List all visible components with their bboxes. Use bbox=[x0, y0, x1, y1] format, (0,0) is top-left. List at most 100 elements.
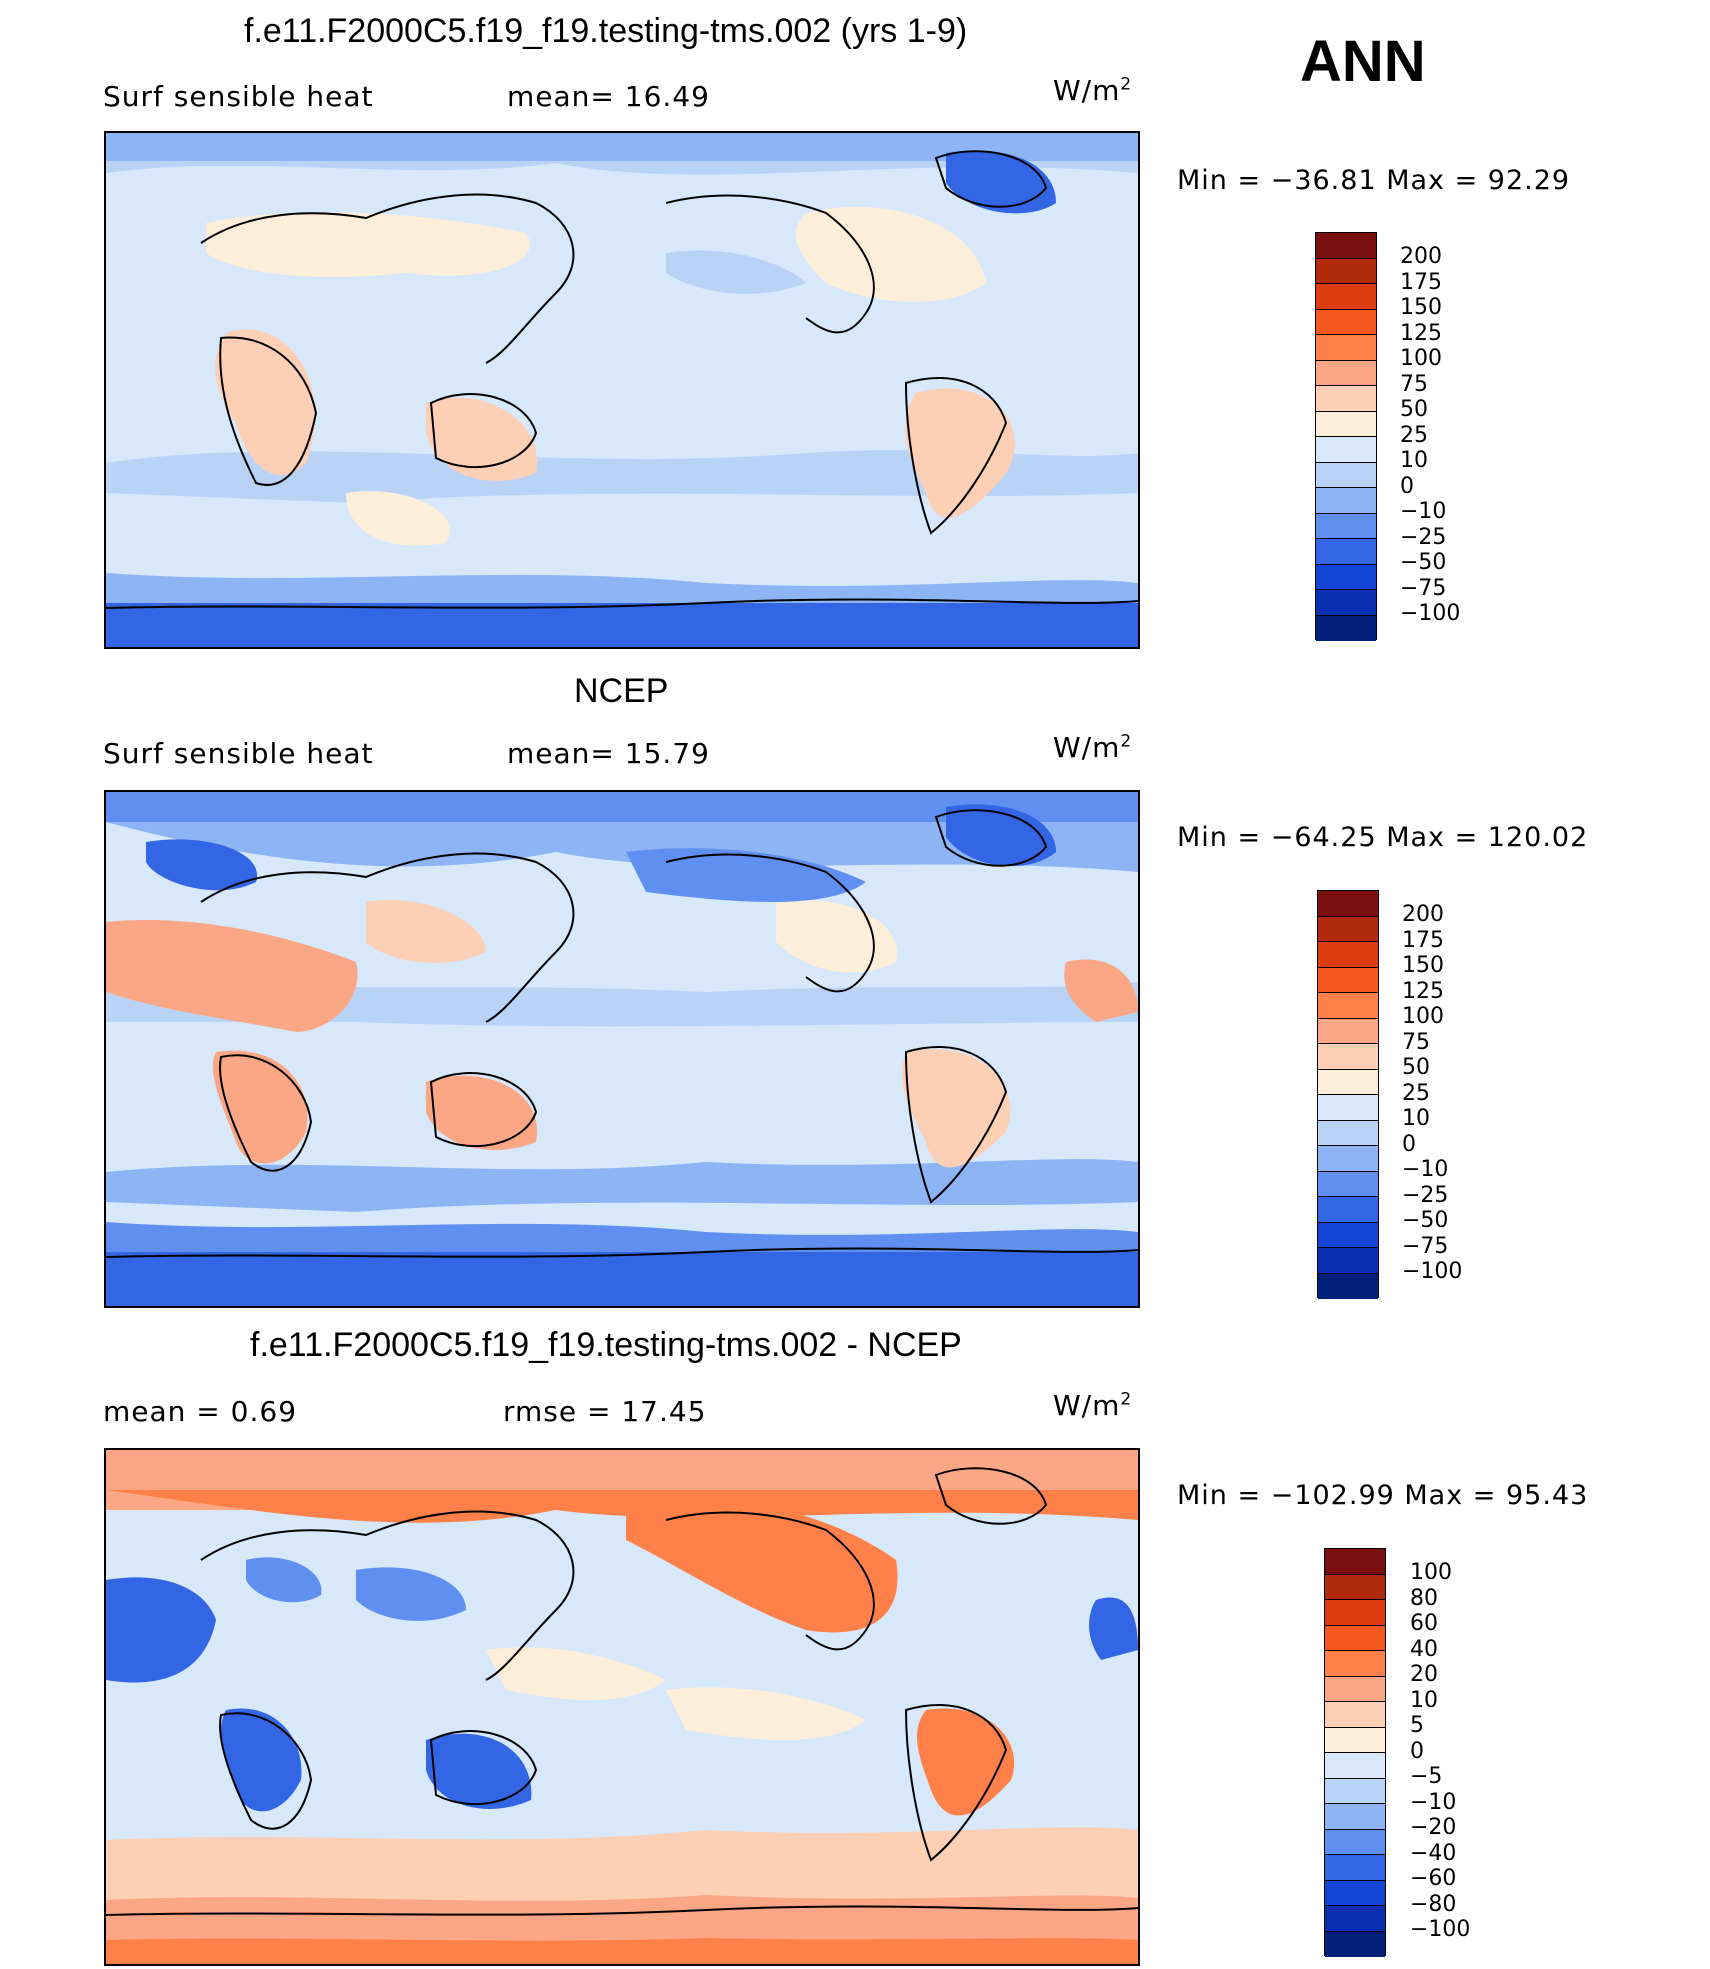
colorbar-swatch bbox=[1316, 335, 1376, 361]
panel-2-minmax: Min = −64.25 Max = 120.02 bbox=[1177, 822, 1589, 853]
colorbar-swatch bbox=[1325, 1625, 1385, 1651]
colorbar-level-label: 150 bbox=[1400, 295, 1442, 320]
colorbar-level-label: 125 bbox=[1402, 978, 1444, 1004]
colorbar-swatch bbox=[1318, 1248, 1378, 1274]
panel-3-colorbar-labels: 100 80 60 40 20 10 5 0 −5 −10 −20 −40 −60 −80 −100 bbox=[1410, 1560, 1470, 1943]
colorbar-swatch bbox=[1325, 1549, 1385, 1575]
colorbar-swatch bbox=[1318, 1171, 1378, 1197]
colorbar-level-label: 75 bbox=[1400, 371, 1428, 397]
colorbar-swatch bbox=[1318, 1044, 1378, 1070]
colorbar-swatch bbox=[1325, 1574, 1385, 1600]
panel-2-colorbar-labels: 200 175 150 125 100 75 50 25 10 0 −10 −25 −50 −75 −100 bbox=[1402, 902, 1462, 1285]
colorbar-swatch bbox=[1318, 1197, 1378, 1223]
colorbar-level-label: 200 bbox=[1402, 902, 1444, 927]
colorbar-swatch bbox=[1318, 1069, 1378, 1095]
panel-1-title: f.e11.F2000C5.f19_f19.testing-tms.002 (y… bbox=[244, 12, 968, 50]
colorbar-swatch bbox=[1325, 1600, 1385, 1626]
colorbar-level-label: 75 bbox=[1402, 1029, 1430, 1055]
colorbar-level-label: 60 bbox=[1410, 1611, 1438, 1636]
panel-2-title: NCEP bbox=[574, 672, 669, 710]
colorbar-swatch bbox=[1318, 916, 1378, 942]
colorbar-level-label: −80 bbox=[1410, 1891, 1457, 1917]
panel-1-mean-label: mean= 16.49 bbox=[507, 80, 710, 113]
colorbar-level-label: 40 bbox=[1410, 1636, 1438, 1662]
panel-2-mean-label: mean= 15.79 bbox=[507, 737, 710, 770]
colorbar-swatch bbox=[1316, 258, 1376, 284]
colorbar-level-label: 0 bbox=[1400, 473, 1414, 499]
colorbar-level-label: 20 bbox=[1410, 1662, 1438, 1687]
colorbar-swatch bbox=[1316, 513, 1376, 539]
colorbar-swatch bbox=[1316, 539, 1376, 565]
season-label: ANN bbox=[1300, 29, 1426, 94]
panel-3-mean-label: mean = 0.69 bbox=[103, 1395, 298, 1428]
panel-1-map-field bbox=[106, 133, 1138, 647]
colorbar-level-label: 175 bbox=[1400, 269, 1442, 295]
colorbar-level-label: 25 bbox=[1400, 422, 1428, 448]
panel-3-colorbar bbox=[1324, 1548, 1386, 1957]
colorbar-level-label: −50 bbox=[1402, 1208, 1449, 1233]
panel-1-units: W/m2 bbox=[1053, 74, 1133, 107]
colorbar-swatch bbox=[1325, 1829, 1385, 1855]
colorbar-swatch bbox=[1318, 1273, 1378, 1299]
colorbar-level-label: −20 bbox=[1410, 1815, 1457, 1840]
colorbar-level-label: −40 bbox=[1410, 1840, 1457, 1866]
colorbar-level-label: −50 bbox=[1400, 550, 1447, 575]
colorbar-level-label: 50 bbox=[1400, 397, 1428, 422]
colorbar-swatch bbox=[1316, 360, 1376, 386]
colorbar-level-label: 100 bbox=[1410, 1560, 1452, 1585]
colorbar-level-label: −100 bbox=[1400, 601, 1461, 626]
colorbar-swatch bbox=[1325, 1855, 1385, 1881]
colorbar-swatch bbox=[1325, 1906, 1385, 1932]
colorbar-swatch bbox=[1318, 993, 1378, 1019]
panel-3-title: f.e11.F2000C5.f19_f19.testing-tms.002 - … bbox=[250, 1326, 962, 1364]
colorbar-level-label: −25 bbox=[1402, 1182, 1449, 1208]
colorbar-swatch bbox=[1318, 942, 1378, 968]
colorbar-swatch bbox=[1316, 437, 1376, 463]
panel-1-colorbar-labels: 200 175 150 125 100 75 50 25 10 0 −10 −25 −50 −75 −100 bbox=[1400, 244, 1460, 627]
colorbar-swatch bbox=[1316, 488, 1376, 514]
colorbar-swatch bbox=[1325, 1778, 1385, 1804]
panel-1-variable-label: Surf sensible heat bbox=[103, 80, 374, 113]
colorbar-level-label: −100 bbox=[1410, 1917, 1471, 1942]
colorbar-level-label: −75 bbox=[1400, 575, 1447, 601]
colorbar-swatch bbox=[1325, 1702, 1385, 1728]
colorbar-level-label: 5 bbox=[1410, 1713, 1424, 1738]
panel-2-colorbar bbox=[1317, 890, 1379, 1299]
colorbar-swatch bbox=[1318, 967, 1378, 993]
colorbar-level-label: 10 bbox=[1402, 1106, 1430, 1131]
colorbar-level-label: 175 bbox=[1402, 927, 1444, 953]
colorbar-swatch bbox=[1318, 1120, 1378, 1146]
panel-2-units: W/m2 bbox=[1053, 731, 1133, 764]
colorbar-level-label: 125 bbox=[1400, 320, 1442, 346]
colorbar-level-label: 0 bbox=[1410, 1738, 1424, 1764]
panel-2-variable-label: Surf sensible heat bbox=[103, 737, 374, 770]
colorbar-level-label: 100 bbox=[1402, 1004, 1444, 1029]
colorbar-level-label: 50 bbox=[1402, 1055, 1430, 1080]
colorbar-swatch bbox=[1325, 1676, 1385, 1702]
colorbar-swatch bbox=[1325, 1880, 1385, 1906]
colorbar-swatch bbox=[1316, 590, 1376, 616]
panel-3-map bbox=[104, 1448, 1140, 1966]
colorbar-swatch bbox=[1316, 615, 1376, 641]
colorbar-swatch bbox=[1316, 462, 1376, 488]
colorbar-level-label: 0 bbox=[1402, 1131, 1416, 1157]
colorbar-swatch bbox=[1325, 1931, 1385, 1957]
panel-1-map bbox=[104, 131, 1140, 649]
colorbar-swatch bbox=[1325, 1804, 1385, 1830]
colorbar-swatch bbox=[1316, 284, 1376, 310]
panel-3-rmse-label: rmse = 17.45 bbox=[503, 1395, 707, 1428]
colorbar-swatch bbox=[1316, 564, 1376, 590]
colorbar-swatch bbox=[1316, 233, 1376, 259]
colorbar-level-label: 25 bbox=[1402, 1080, 1430, 1106]
colorbar-level-label: 100 bbox=[1400, 346, 1442, 371]
colorbar-swatch bbox=[1318, 891, 1378, 917]
colorbar-level-label: 10 bbox=[1400, 448, 1428, 473]
colorbar-level-label: −10 bbox=[1410, 1789, 1457, 1815]
panel-1-colorbar bbox=[1315, 232, 1377, 641]
colorbar-swatch bbox=[1318, 1222, 1378, 1248]
colorbar-level-label: −75 bbox=[1402, 1233, 1449, 1259]
colorbar-level-label: −5 bbox=[1410, 1764, 1443, 1789]
colorbar-swatch bbox=[1316, 386, 1376, 412]
panel-2-map-field bbox=[106, 792, 1138, 1306]
colorbar-swatch bbox=[1316, 309, 1376, 335]
